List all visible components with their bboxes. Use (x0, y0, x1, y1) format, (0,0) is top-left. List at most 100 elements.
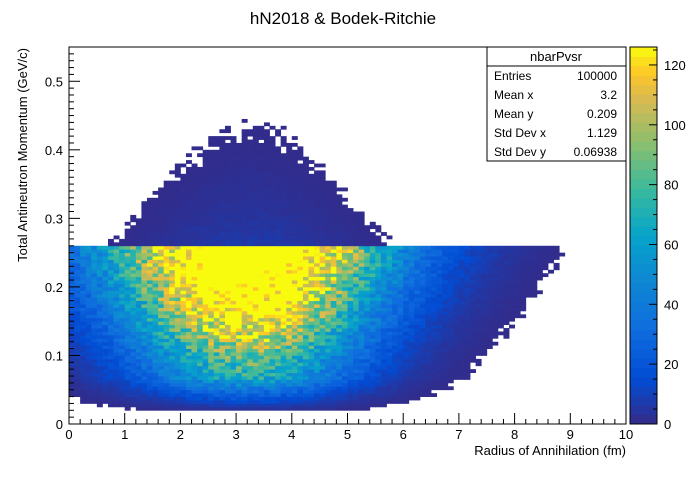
heatmap-cell (258, 156, 265, 161)
heatmap-cell (453, 331, 460, 336)
heatmap-cell (269, 393, 276, 397)
heatmap-cell (113, 283, 120, 288)
heatmap-cell (74, 352, 81, 356)
heatmap-cell (514, 286, 521, 291)
heatmap-cell (392, 376, 399, 380)
heatmap-cell (319, 355, 326, 360)
heatmap-cell (486, 300, 493, 305)
heatmap-cell (531, 269, 538, 274)
heatmap-cell (247, 146, 254, 151)
heatmap-cell (308, 259, 315, 264)
palette-band (630, 103, 657, 114)
heatmap-cell (236, 201, 243, 206)
heatmap-cell (447, 273, 454, 278)
heatmap-cell (341, 348, 348, 353)
x-tick-label: 10 (619, 427, 633, 442)
heatmap-cell (475, 310, 482, 315)
heatmap-cell (453, 280, 460, 284)
heatmap-cell (375, 304, 382, 308)
heatmap-cell (146, 280, 153, 284)
heatmap-cell (325, 290, 332, 295)
heatmap-cell (347, 269, 354, 274)
heatmap-cell (263, 334, 270, 339)
heatmap-cell (275, 352, 282, 356)
heatmap-cell (375, 252, 382, 257)
heatmap-cell (397, 331, 404, 336)
heatmap-cell (397, 310, 404, 315)
heatmap-cell (107, 269, 114, 274)
heatmap-cell (364, 372, 371, 377)
heatmap-cell (141, 362, 148, 367)
heatmap-cell (146, 328, 153, 332)
heatmap-cell (380, 242, 387, 247)
heatmap-cell (431, 393, 438, 397)
heatmap-cell (386, 245, 393, 250)
heatmap-cell (514, 297, 521, 302)
heatmap-cell (263, 221, 270, 226)
heatmap-cell (152, 232, 159, 236)
heatmap-cell (152, 338, 159, 343)
heatmap-cell (263, 245, 270, 250)
heatmap-cell (525, 245, 532, 250)
heatmap-cell (213, 245, 220, 250)
heatmap-cell (69, 372, 75, 377)
heatmap-cell (252, 358, 259, 363)
heatmap-cell (119, 389, 126, 394)
heatmap-cell (408, 269, 415, 274)
heatmap-cell (325, 218, 332, 223)
heatmap-cell (297, 204, 304, 209)
heatmap-cell (475, 245, 482, 250)
heatmap-cell (314, 334, 321, 339)
heatmap-cell (247, 142, 254, 147)
heatmap-cell (219, 352, 226, 356)
heatmap-cell (202, 197, 209, 202)
y-tick-label: 0.2 (45, 280, 63, 295)
heatmap-cell (453, 283, 460, 288)
heatmap-cell (291, 352, 298, 356)
heatmap-cell (152, 362, 159, 367)
heatmap-cell (213, 153, 220, 158)
heatmap-cell (102, 341, 109, 346)
heatmap-cell (158, 221, 165, 226)
heatmap-cell (80, 314, 87, 319)
heatmap-cell (241, 338, 248, 343)
heatmap-cell (336, 245, 343, 250)
heatmap-cell (414, 382, 421, 387)
heatmap-cell (431, 252, 438, 257)
heatmap-cell (263, 376, 270, 380)
heatmap-cell (180, 214, 187, 219)
heatmap-cell (414, 249, 421, 254)
heatmap-cell (213, 358, 220, 363)
heatmap-cell (353, 396, 360, 401)
heatmap-cell (403, 379, 410, 384)
heatmap-cell (135, 304, 142, 308)
heatmap-cell (509, 273, 515, 278)
palette-tick-label: 40 (664, 297, 678, 312)
heatmap-cell (364, 283, 371, 288)
heatmap-cell (380, 396, 387, 401)
heatmap-cell (197, 269, 204, 274)
heatmap-cell (336, 379, 343, 384)
heatmap-cell (286, 389, 293, 394)
heatmap-cell (330, 324, 337, 329)
heatmap-cell (364, 389, 371, 394)
heatmap-cell (241, 225, 248, 230)
heatmap-cell (503, 290, 510, 295)
heatmap-cell (174, 266, 181, 271)
palette-band (630, 310, 657, 321)
heatmap-cell (269, 293, 276, 298)
heatmap-cell (302, 297, 309, 302)
heatmap-cell (286, 293, 293, 298)
heatmap-cell (314, 259, 321, 264)
heatmap-cell (258, 396, 265, 401)
heatmap-cell (347, 283, 354, 288)
heatmap-cell (208, 160, 215, 164)
palette-band (630, 216, 657, 227)
heatmap-cell (69, 382, 75, 387)
heatmap-cell (408, 297, 415, 302)
heatmap-cell (258, 142, 265, 147)
heatmap-cell (341, 280, 348, 284)
palette-band (630, 56, 657, 67)
palette-band (630, 348, 657, 359)
heatmap-cell (286, 163, 293, 168)
